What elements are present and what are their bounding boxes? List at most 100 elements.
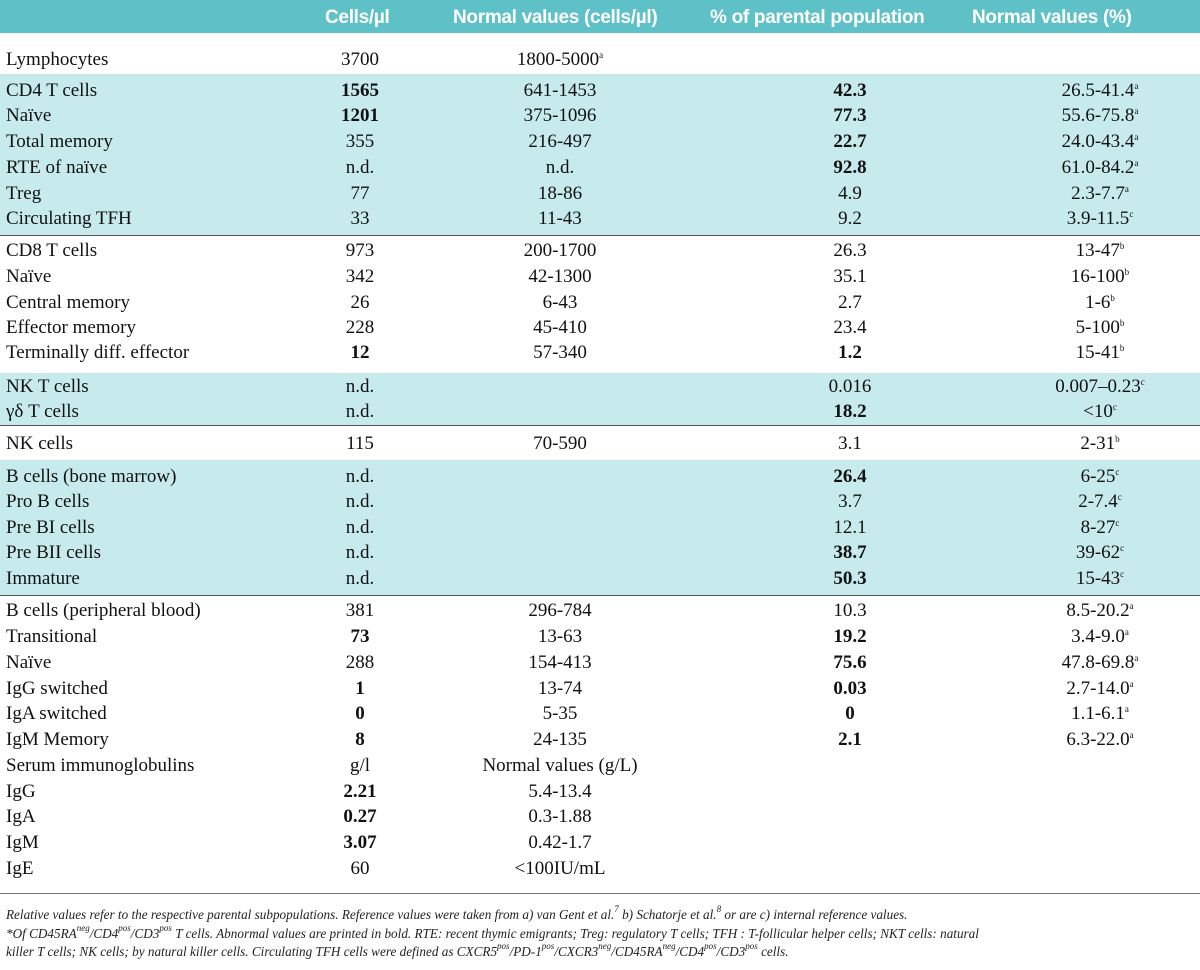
normal-pct-range: 1-6b bbox=[1085, 292, 1115, 313]
normal-cells-range: 45-410 bbox=[533, 317, 587, 338]
reference-superscript: a bbox=[1134, 106, 1139, 116]
table-row: Treg 77 18-86 4.9 2.3-7.7a bbox=[0, 180, 1200, 205]
cells-per-ul: 973 bbox=[345, 240, 375, 261]
reference-superscript: a bbox=[1124, 184, 1129, 194]
normal-pct-range: 39-62c bbox=[1075, 542, 1125, 563]
normal-pct-range: 1.1-6.1a bbox=[1071, 703, 1129, 724]
normal-pct-range: 55.6-75.8a bbox=[1061, 105, 1139, 126]
cells-per-ul: 342 bbox=[345, 266, 375, 287]
row-label: IgE bbox=[6, 858, 34, 879]
row-label: Circulating TFH bbox=[6, 208, 132, 229]
cells-per-ul: 228 bbox=[345, 317, 375, 338]
reference-superscript: a bbox=[1129, 679, 1134, 689]
reference-superscript: c bbox=[1129, 209, 1134, 219]
reference-superscript: a bbox=[1129, 601, 1134, 611]
table-row: IgG switched 1 13-74 0.03 2.7-14.0a bbox=[0, 675, 1200, 700]
pct-parental: 22.7 bbox=[833, 131, 867, 152]
normal-pct-range: 3.4-9.0a bbox=[1071, 626, 1129, 647]
cells-per-ul: n.d. bbox=[345, 517, 375, 538]
row-label: Terminally diff. effector bbox=[6, 342, 190, 363]
row-label: Lymphocytes bbox=[6, 49, 109, 70]
table-row: CD8 T cells 973 200-1700 26.3 13-47b bbox=[0, 237, 1200, 262]
cells-per-ul: 3700 bbox=[341, 49, 379, 70]
row-label: γδ T cells bbox=[6, 401, 79, 422]
normal-pct-range: 15-41b bbox=[1075, 342, 1125, 363]
cells-per-ul: 115 bbox=[346, 433, 374, 454]
reference-superscript: c bbox=[1140, 377, 1145, 387]
normal-cells-range: 24-135 bbox=[533, 729, 587, 750]
cells-per-ul: 3.07 bbox=[343, 832, 377, 853]
band-cd4 bbox=[0, 74, 1200, 235]
header-normal-pct: Normal values (%) bbox=[972, 7, 1132, 28]
cells-per-ul: 73 bbox=[350, 626, 370, 647]
table-row: IgA switched 0 5-35 0 1.1-6.1a bbox=[0, 700, 1200, 725]
table-row: Naïve 288 154-413 75.6 47.8-69.8a bbox=[0, 649, 1200, 674]
header-cells-per-ul: Cells/µl bbox=[325, 7, 390, 28]
normal-pct-range: 8.5-20.2a bbox=[1066, 600, 1134, 621]
row-label: Treg bbox=[6, 183, 42, 204]
footnote-line-2: *Of CD45RAneg/CD4pos/CD3pos T cells. Abn… bbox=[6, 922, 979, 941]
reference-superscript: a bbox=[1124, 627, 1129, 637]
table-row: Lymphocytes 3700 1800-5000a bbox=[0, 46, 1200, 71]
normal-pct-range: 61.0-84.2a bbox=[1061, 157, 1139, 178]
normal-pct-range: 2-7.4c bbox=[1078, 491, 1122, 512]
table-row: Transitional 73 13-63 19.2 3.4-9.0a bbox=[0, 623, 1200, 648]
normal-pct-range: 8-27c bbox=[1080, 517, 1120, 538]
table-row: Terminally diff. effector 12 57-340 1.2 15-4… bbox=[0, 339, 1200, 364]
pct-parental: 77.3 bbox=[833, 105, 867, 126]
pct-parental: 23.4 bbox=[833, 317, 867, 338]
row-label: Naïve bbox=[6, 652, 52, 673]
pct-parental: 0 bbox=[845, 703, 855, 724]
pct-parental: 38.7 bbox=[833, 542, 867, 563]
cells-per-ul: 60 bbox=[350, 858, 370, 879]
normal-pct-range: <10c bbox=[1083, 401, 1117, 422]
reference-superscript: a bbox=[1134, 653, 1139, 663]
normal-cells-range: 18-86 bbox=[537, 183, 583, 204]
reference-superscript: a bbox=[1134, 158, 1139, 168]
cells-per-ul: 1565 bbox=[341, 80, 379, 101]
pct-parental: 26.3 bbox=[833, 240, 867, 261]
normal-pct-range: 26.5-41.4a bbox=[1061, 80, 1139, 101]
normal-cells-range: n.d. bbox=[545, 157, 575, 178]
normal-cells-range: 57-340 bbox=[533, 342, 587, 363]
reference-superscript: c bbox=[1120, 569, 1125, 579]
reference-superscript: a bbox=[1134, 81, 1139, 91]
reference-superscript: c bbox=[1117, 492, 1122, 502]
normal-cells-range: 70-590 bbox=[533, 433, 587, 454]
reference-superscript: b bbox=[1119, 318, 1125, 328]
cells-per-ul: n.d. bbox=[345, 491, 375, 512]
normal-cells-range: 11-43 bbox=[538, 208, 582, 229]
cells-per-ul: 355 bbox=[345, 131, 375, 152]
row-label: NK cells bbox=[6, 433, 74, 454]
row-label: Total memory bbox=[6, 131, 113, 152]
cells-per-ul: 77 bbox=[350, 183, 370, 204]
table-row: NK cells 115 70-590 3.1 2-31b bbox=[0, 430, 1200, 455]
table-row: IgG 2.21 5.4-13.4 bbox=[0, 778, 1200, 803]
normal-cells-range: 154-413 bbox=[528, 652, 592, 673]
row-label: Transitional bbox=[6, 626, 98, 647]
normal-cells-range: 200-1700 bbox=[523, 240, 597, 261]
cells-per-ul: 288 bbox=[345, 652, 375, 673]
pct-parental: 9.2 bbox=[838, 208, 862, 229]
table-row: Pro B cells n.d. 3.7 2-7.4c bbox=[0, 488, 1200, 513]
table-header: Cells/µl Normal values (cells/µl) % of p… bbox=[0, 0, 1200, 33]
row-label: Pre BI cells bbox=[6, 517, 95, 538]
divider bbox=[0, 893, 1200, 894]
table-row: Effector memory 228 45-410 23.4 5-100b bbox=[0, 314, 1200, 339]
pct-parental: 3.1 bbox=[838, 433, 862, 454]
normal-pct-range: 6.3-22.0a bbox=[1066, 729, 1134, 750]
cells-per-ul: n.d. bbox=[345, 157, 375, 178]
normal-pct-range: 5-100b bbox=[1075, 317, 1125, 338]
cells-per-ul: 0.27 bbox=[343, 806, 377, 827]
row-label: IgA bbox=[6, 806, 36, 827]
footnote-line-3: killer T cells; NK cells; by natural kil… bbox=[6, 941, 789, 960]
row-label: B cells (peripheral blood) bbox=[6, 600, 201, 621]
cells-per-ul: 1 bbox=[355, 678, 365, 699]
cells-per-ul: n.d. bbox=[345, 401, 375, 422]
normal-pct-range: 2.3-7.7a bbox=[1071, 183, 1129, 204]
cells-per-ul: 12 bbox=[350, 342, 370, 363]
reference-superscript: c bbox=[1115, 467, 1120, 477]
row-label: IgG switched bbox=[6, 678, 108, 699]
normal-cells-range: 296-784 bbox=[528, 600, 592, 621]
reference-superscript: b bbox=[1119, 343, 1125, 353]
